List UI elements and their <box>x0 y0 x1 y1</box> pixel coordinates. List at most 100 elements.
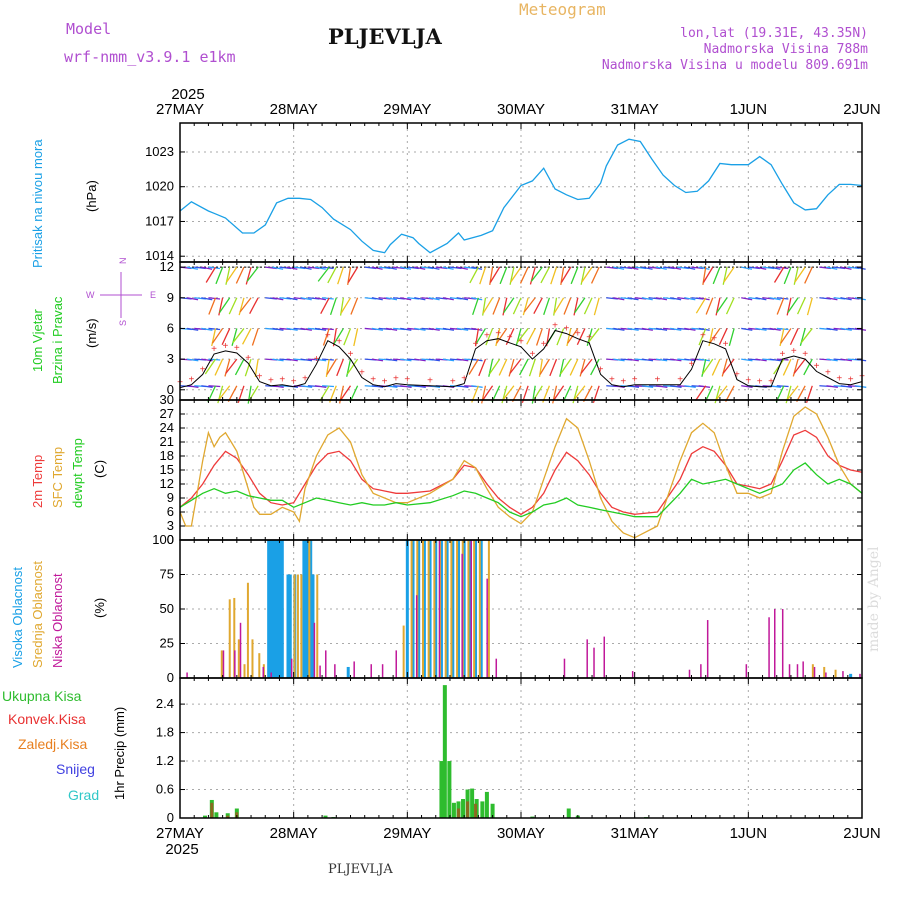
gust-marker: + <box>768 377 774 388</box>
temp-ylabel-dewpt: dewpt Temp <box>70 438 85 508</box>
wind-arrow <box>613 297 625 301</box>
wind-arrow <box>201 385 213 388</box>
wind-arrow <box>533 297 543 314</box>
wind-arrow <box>782 358 792 376</box>
wind-arrow <box>840 297 852 301</box>
wind-arrow <box>559 358 565 377</box>
wind-arrow <box>698 297 710 301</box>
cloud-bar-low <box>353 661 355 678</box>
wind-arrow <box>796 385 806 402</box>
wind-arrow <box>300 385 313 388</box>
wind-arrow <box>231 328 238 346</box>
cloud-bar-mid <box>233 597 236 678</box>
wind-arrow <box>741 266 753 270</box>
cloud-bar-high <box>276 540 280 678</box>
wind-arrow <box>695 297 707 314</box>
cloud-bar-high <box>456 540 460 678</box>
wind-arrow <box>840 358 853 362</box>
wind-arrow <box>569 358 579 376</box>
pressure-line <box>179 138 863 254</box>
y-tick-label: 9 <box>167 490 174 505</box>
cloud-bar-mid <box>246 582 249 678</box>
wind-arrow <box>498 358 508 376</box>
cloud-bar-low <box>631 671 634 678</box>
gust-marker: + <box>200 364 206 375</box>
wind-arrow <box>854 297 866 301</box>
wind-arrow <box>587 328 600 344</box>
wind-arrow <box>201 266 213 270</box>
wind-arrow <box>796 297 806 315</box>
wind-arrow <box>314 327 327 331</box>
wind-arrow <box>414 266 426 270</box>
gust-marker: + <box>450 377 456 388</box>
wind-arrow <box>510 266 522 283</box>
wind-arrow <box>519 358 529 376</box>
wind-arrow <box>272 358 284 362</box>
gust-marker: + <box>325 331 331 342</box>
cloud-bar-low <box>334 664 336 678</box>
wind-arrow <box>698 358 710 362</box>
cloud-bar-high <box>288 574 292 678</box>
cloud-bar-low <box>745 664 748 678</box>
wind-arrow <box>371 327 384 331</box>
wind-arrow <box>488 358 501 375</box>
y-tick-label: 3 <box>167 351 174 366</box>
wind-arrow <box>776 297 785 315</box>
wind-arrow <box>442 327 455 331</box>
wind-arrow <box>414 385 426 388</box>
wind-arrow <box>725 385 735 402</box>
compass-s: S <box>118 320 128 326</box>
wind-arrow <box>187 385 199 388</box>
gust-marker: + <box>404 375 410 386</box>
wind-arrow <box>529 266 536 285</box>
wind-arrow <box>670 297 682 301</box>
wind-ylabel-2: Brzina i Pravac <box>50 296 65 384</box>
wind-arrow <box>215 266 224 285</box>
y-tick-label: 0 <box>167 810 174 825</box>
precip-bar-total <box>470 788 475 818</box>
cloud-bar-high <box>849 673 853 678</box>
cloud-bar-low <box>788 664 791 678</box>
wind-arrow <box>371 358 384 362</box>
precip-legend-3: Snijeg <box>56 761 95 777</box>
gust-marker: + <box>632 375 638 386</box>
cloud-bar-low <box>859 673 861 678</box>
temp-unit: (C) <box>92 460 107 478</box>
y-tick-label: 1017 <box>145 213 174 228</box>
wind-arrow <box>226 266 238 283</box>
wind-arrow <box>684 297 696 301</box>
y-tick-label: 1.8 <box>156 725 174 740</box>
cloud-bar-low <box>222 650 225 678</box>
cloud-bar-low <box>186 672 188 678</box>
cloud-bar-mid <box>487 540 490 678</box>
wind-arrow <box>509 358 522 374</box>
wind-arrow <box>456 358 469 362</box>
wind-arrow <box>581 266 593 283</box>
wind-arrow <box>208 327 221 331</box>
wind-arrow <box>322 385 334 388</box>
wind-arrow <box>227 385 238 402</box>
wind-arrow <box>755 358 767 362</box>
gust-marker: + <box>257 371 263 382</box>
wind-arrow <box>186 266 198 270</box>
wind-arrow <box>272 327 284 331</box>
wind-arrow <box>471 266 483 270</box>
gust-marker: + <box>484 331 490 342</box>
wind-arrow <box>479 266 487 285</box>
wind-arrow <box>786 385 799 401</box>
cloud-bar-mid <box>834 669 837 678</box>
wind-arrow <box>783 266 792 285</box>
wind-arrow <box>218 385 231 401</box>
pressure-ylabel: Pritisak na nivou mora <box>30 139 45 268</box>
cloud-bar-mid <box>251 639 254 678</box>
wind-arrow <box>530 266 543 282</box>
panel-frame-pressure <box>179 122 863 263</box>
wind-arrow <box>400 385 412 388</box>
wind-arrow <box>776 327 789 331</box>
gust-marker: + <box>723 339 729 350</box>
y-tick-label: 0.6 <box>156 782 174 797</box>
wind-arrow <box>560 266 572 283</box>
wind-arrow <box>322 328 330 346</box>
cloud-ylabel-low: Niska Oblacnost <box>50 573 65 668</box>
